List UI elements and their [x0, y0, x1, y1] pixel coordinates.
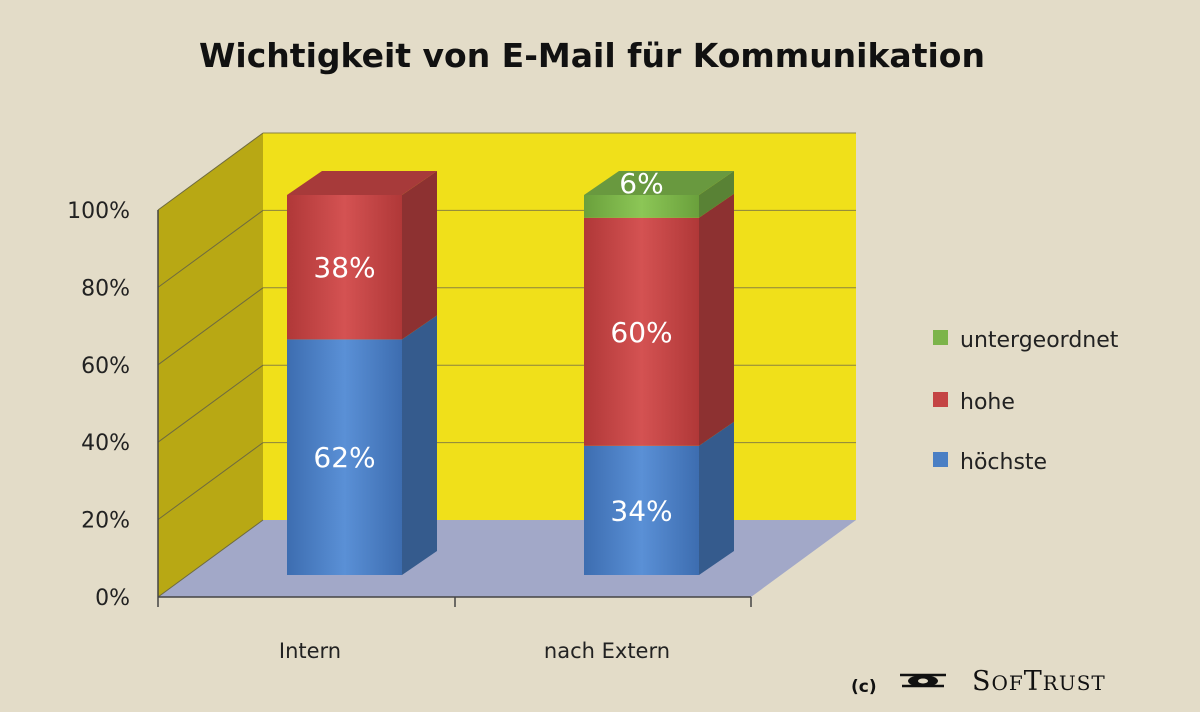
gridline-side	[157, 442, 264, 521]
y-tick-label: 100%	[67, 199, 130, 224]
bar-front	[584, 195, 699, 218]
data-label: 38%	[313, 251, 375, 284]
bar-segment-hohe	[287, 171, 437, 340]
legend-swatch-hohe	[933, 392, 948, 407]
y-tick-label: 80%	[81, 276, 130, 301]
bar-front	[584, 445, 699, 575]
side-wall	[158, 133, 263, 597]
copyright-text: (c)	[851, 677, 877, 697]
floor	[158, 520, 856, 597]
bar-side	[699, 421, 734, 575]
bar-segment-höchste	[287, 315, 437, 575]
bar-side	[699, 171, 734, 218]
y-tick-label: 20%	[81, 509, 130, 534]
data-label: 34%	[610, 494, 672, 527]
y-tick-label: 60%	[81, 354, 130, 379]
gridline-side	[157, 519, 264, 598]
gridline-side	[157, 209, 264, 288]
y-tick-label: 40%	[81, 431, 130, 456]
bars-group	[287, 171, 734, 575]
bar-front	[287, 195, 402, 340]
data-labels: 62% 34% 38% 60% 6%	[313, 167, 672, 527]
bar-top	[287, 171, 437, 195]
gridline-side	[157, 364, 264, 443]
legend-label: untergeordnet	[960, 328, 1119, 353]
bar-segment-hohe	[584, 193, 734, 446]
legend-swatch-hoechste	[933, 452, 948, 467]
bar-front	[287, 339, 402, 575]
bar-segment-höchste	[584, 421, 734, 575]
legend-label: höchste	[960, 450, 1047, 475]
legend-label: hohe	[960, 390, 1015, 415]
bar-segment-untergeordnet	[584, 171, 734, 218]
data-label: 6%	[619, 167, 663, 200]
y-axis-ticks: 0% 20% 40% 60% 80% 100%	[67, 199, 130, 611]
gridline-side	[157, 287, 264, 366]
x-category-label: nach Extern	[544, 639, 670, 663]
legend-swatch-untergeordnet	[933, 330, 948, 345]
bar-top	[584, 171, 734, 195]
brand-logo-text: SOFTRUST	[972, 666, 1106, 697]
gridline-side	[157, 132, 264, 211]
data-label: 60%	[610, 316, 672, 349]
x-category-label: Intern	[279, 639, 341, 663]
y-tick-label: 0%	[95, 586, 130, 611]
bar-side	[402, 315, 437, 575]
bar-front	[584, 217, 699, 446]
chart-title: Wichtigkeit von E-Mail für Kommunikation	[199, 36, 985, 75]
bar-side	[402, 171, 437, 340]
legend: untergeordnet hohe höchste	[933, 328, 1119, 475]
softrust-eye-icon	[900, 673, 946, 688]
bar-side	[699, 193, 734, 446]
data-label: 62%	[313, 441, 375, 474]
